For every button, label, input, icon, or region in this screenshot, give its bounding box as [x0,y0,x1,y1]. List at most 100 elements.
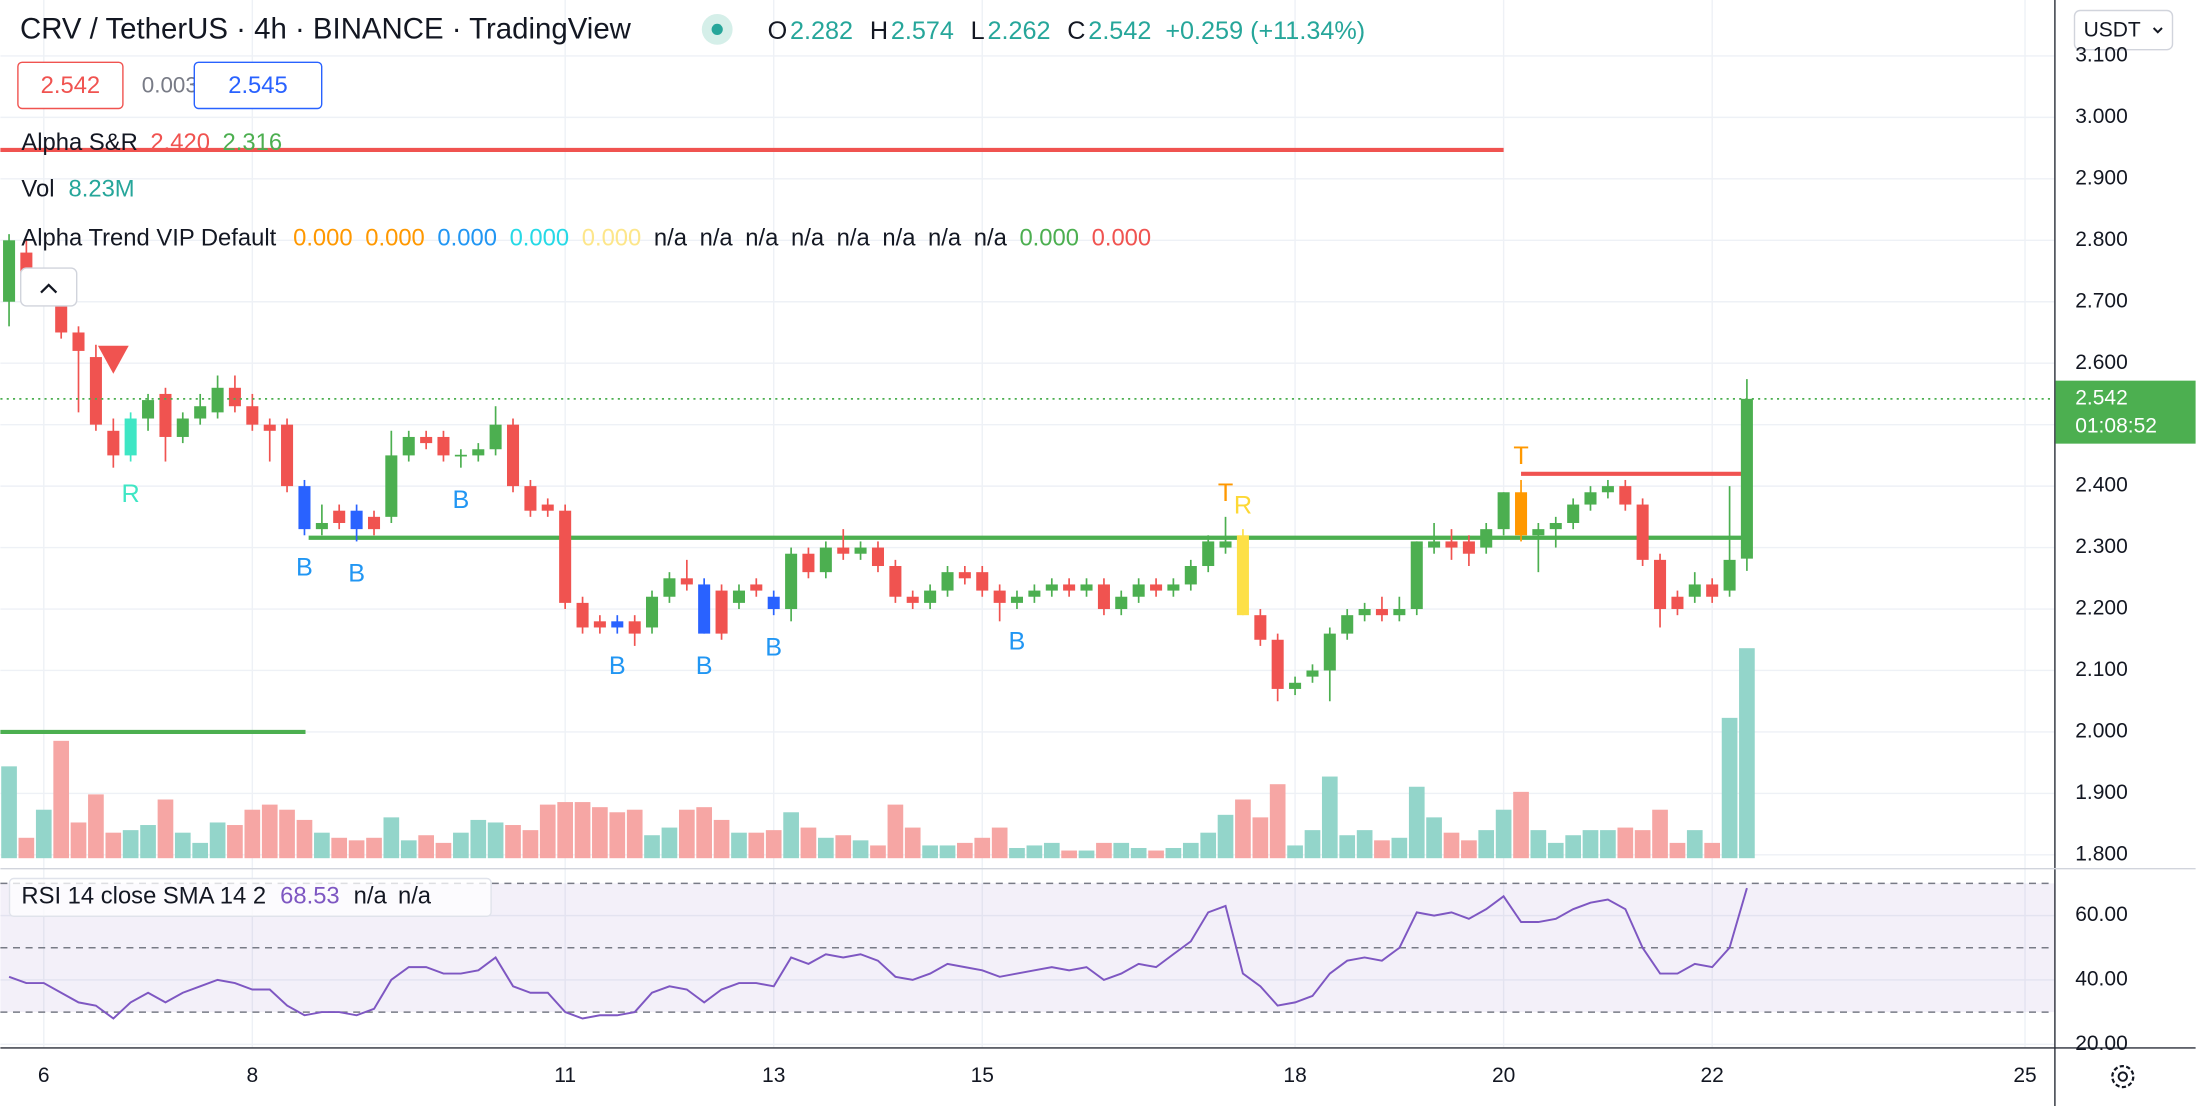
y-tick-label: 2.900 [2075,166,2128,189]
settings-gear[interactable] [2111,1064,2135,1089]
candle-body [1480,529,1493,548]
candle-body [1150,584,1163,591]
volume-bar [209,822,226,859]
volume-bar [1200,832,1217,859]
candle-body [837,547,850,554]
volume-bar [1686,830,1703,859]
candle-body [802,553,815,573]
currency-label: USDT [2084,18,2141,41]
change-value: +0.259 (+11.34%) [1165,17,1365,45]
price-axis-bg [2055,0,2196,1106]
volume-bar [279,809,295,859]
volume-bar [1547,842,1564,859]
candle-body [767,596,780,610]
volume-bar [765,830,782,859]
volume-bar [53,740,70,859]
collapse-icon [40,283,58,294]
alpha-trend-value: 0.000 [510,225,570,252]
sr-value: 2.420 [150,129,210,156]
candle-body [1462,541,1475,554]
candle-body [176,418,189,437]
candle-body [420,436,433,444]
candle-body [1723,559,1736,591]
rsi-name: RSI 14 close SMA 14 2 [21,883,266,910]
alpha-trend-value: 0.000 [365,225,425,252]
alpha-trend-value: n/a [654,225,688,252]
currency-button[interactable] [2073,9,2174,51]
candle-body [819,547,832,573]
ohlc-value: 2.262 [987,17,1050,45]
alpha-trend-value: 0.000 [293,225,353,252]
volume-bar [592,807,608,859]
candle-body [715,590,728,634]
rsi-extra: n/a [354,883,388,910]
alpha-trend-value: n/a [700,225,734,252]
candle-body [1115,596,1128,610]
sell-box[interactable] [17,61,124,110]
candle-body [1271,639,1284,689]
volume-bar [887,804,904,859]
volume-bar [731,832,747,859]
volume-bar [713,819,730,859]
signal-label: B [609,652,626,680]
volume-bar [1096,842,1112,859]
last-price-tag [2055,380,2196,444]
volume-bar [505,825,521,859]
y-tick-label: 2.800 [2075,228,2128,251]
alpha-trend-name: Alpha Trend VIP Default [21,225,276,252]
signal-label: R [122,480,140,508]
candle-body [541,504,554,511]
candle-body [194,406,207,419]
volume-bar [1374,840,1390,859]
volume-bar [1217,814,1234,859]
candle-body [142,400,155,419]
candle-body [1358,609,1371,616]
ohlc-label: H [870,17,888,45]
volume-bar [1287,845,1303,859]
volume-bar [1182,842,1199,859]
candle-body [645,596,659,628]
volume-bar [852,840,869,859]
volume-bar [1600,830,1616,859]
volume-bar [800,827,817,859]
signal-label: B [765,633,782,661]
volume-bar [1078,850,1095,859]
volume-bar [261,804,278,859]
volume-bar [1269,784,1286,859]
buy-box[interactable] [193,61,323,110]
candle-body [298,486,311,530]
x-tick-label: 20 [1492,1064,1515,1087]
collapse-button[interactable] [20,267,78,307]
volume-bar [383,817,400,859]
volume-bar [1443,832,1460,859]
candle-body [1549,522,1562,530]
candle-body [472,449,485,456]
signal-label: B [452,486,469,514]
candle-body [1184,566,1197,585]
volume-bar [1356,830,1373,859]
volume-bar [1652,809,1668,859]
alpha-trend-value: 0.000 [582,225,642,252]
ohlc-value: 2.542 [1088,17,1151,45]
x-tick-label: 8 [246,1064,258,1087]
candle-body [1045,584,1058,591]
candle-body [1167,584,1180,591]
signal-label: B [296,554,313,582]
volume-bar [974,837,991,859]
candle-body [211,387,224,413]
volume-bar [1426,817,1442,859]
volume-bar [1582,830,1599,859]
signal-label: T [1513,442,1528,470]
volume-bar [1235,799,1251,859]
volume-bar [939,845,956,859]
candle-body [889,566,902,597]
volume-bar [296,819,313,859]
candle-body [89,357,102,425]
volume-bar [1061,850,1077,859]
candle-body [663,578,676,597]
volume-bar [470,819,487,859]
volume-bar [331,837,348,859]
volume-bar [1339,835,1356,859]
